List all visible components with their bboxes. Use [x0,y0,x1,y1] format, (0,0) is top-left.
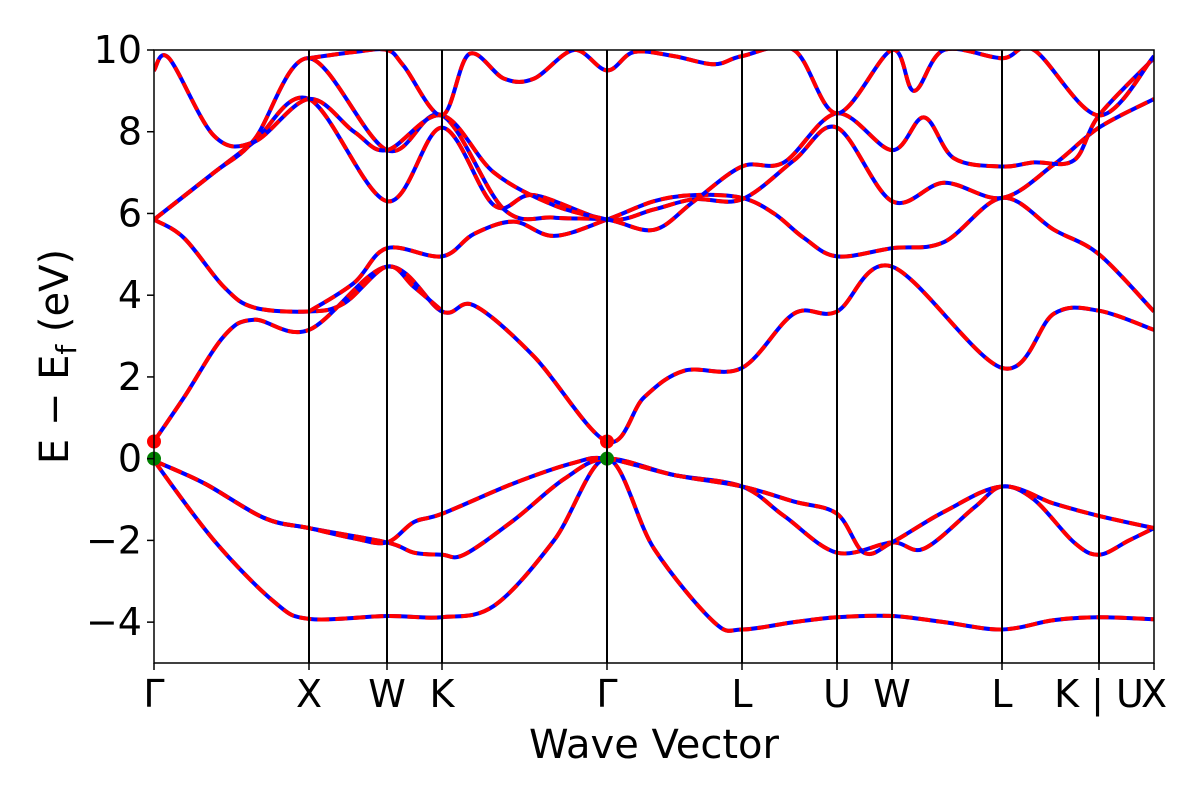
y-tick-label-8: 10 [94,28,142,72]
y-axis-label-sub: f [50,344,83,355]
band-4-solid [154,263,1154,445]
x-tick-label-8: W [873,672,911,716]
band-2-dashed [154,456,1154,560]
band-6-solid [307,192,1154,314]
band-5-dashed [154,217,444,314]
y-tick-label-7: 8 [118,110,142,154]
x-tick-label-2: X [296,672,322,716]
x-tick-label-3: W [368,672,406,716]
y-tick-label-5: 4 [118,273,142,317]
band-3-solid [154,455,1154,557]
x-tick-label-4: K [430,672,456,716]
x-tick-label-1: Γ [143,672,164,716]
x-tick-label-11: X [1141,672,1167,716]
svg-text:E − Ef (eV): E − Ef (eV) [32,249,83,464]
band-9-dashed [154,53,608,222]
y-axis-label-unit-text: (eV) [32,249,78,332]
x-tick-label-10: K | U [1054,672,1144,717]
y-axis-label-main: E − E [32,355,78,465]
y-axis: −4 −2 0 2 4 6 8 10 [86,28,154,644]
band-7-dashed [154,95,1154,222]
y-axis-label: E − Ef (eV) [32,249,83,464]
x-tick-label-7: U [823,672,851,716]
band-8-solid [154,56,1154,233]
band-10-dashed [308,50,1154,118]
y-tick-label-1: −4 [86,600,142,644]
x-tick-label-6: L [731,672,752,716]
y-axis-label-unit [32,332,78,345]
y-tick-label-2: −2 [86,518,142,562]
band-lines [154,50,1154,633]
band-3-dashed [154,455,1154,557]
x-tick-label-9: L [991,672,1012,716]
plot-frame [153,49,1155,664]
band-6-dashed [307,192,1154,314]
band-edge-markers [147,434,614,466]
band-8-dashed [154,56,1154,233]
x-tick-label-5: Γ [596,672,617,716]
y-tick-label-6: 6 [118,191,142,235]
band-4-dashed [154,263,1154,445]
band-5-solid [154,217,444,314]
x-axis-label: Wave Vector [529,722,780,768]
band-2-solid [154,456,1154,560]
y-tick-label-4: 2 [118,355,142,399]
high-symmetry-lines [308,50,1100,663]
y-tick-label-3: 0 [118,437,142,481]
band-10-solid [308,50,1154,118]
